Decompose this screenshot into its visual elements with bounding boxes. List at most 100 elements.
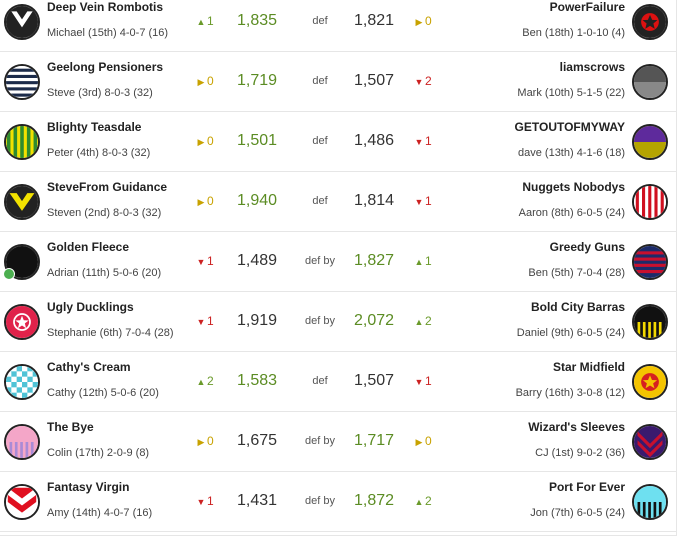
- away-coach-record: Daniel (9th) 6-0-5 (24): [516, 327, 625, 339]
- rank-change-value: 1: [425, 254, 432, 268]
- team-guernsey-icon[interactable]: [4, 4, 40, 40]
- rank-up-icon: ▲: [414, 497, 424, 507]
- rank-down-icon: ▼: [196, 497, 206, 507]
- rank-same-icon: ▶: [197, 437, 205, 447]
- home-rank-change: ▶ 0: [195, 74, 214, 88]
- away-team-name[interactable]: PowerFailure: [549, 0, 625, 14]
- home-score: 1,919: [237, 312, 278, 329]
- team-guernsey-icon[interactable]: [632, 64, 668, 100]
- home-score: 1,940: [237, 192, 278, 209]
- matchup-row[interactable]: Deep Vein Rombotis Michael (15th) 4-0-7 (…: [0, 0, 676, 52]
- away-score: 1,507: [354, 372, 395, 389]
- matchup-row[interactable]: The Bye Colin (17th) 2-0-9 (8) ▶ 0 1,675 def …: [0, 412, 676, 472]
- team-guernsey-icon[interactable]: [4, 484, 40, 520]
- rank-change-value: 1: [207, 14, 214, 28]
- away-coach-record: Aaron (8th) 6-0-5 (24): [518, 207, 625, 219]
- team-guernsey-icon[interactable]: [632, 424, 668, 460]
- matchup-row[interactable]: Blighty Teasdale Peter (4th) 8-0-3 (32) ▶ 0…: [0, 112, 676, 172]
- team-guernsey-icon[interactable]: [4, 124, 40, 160]
- away-coach-record: CJ (1st) 9-0-2 (36): [535, 447, 625, 459]
- rank-same-icon: ▶: [415, 437, 423, 447]
- home-team-name[interactable]: Golden Fleece: [47, 240, 130, 254]
- home-team-name[interactable]: Cathy's Cream: [47, 360, 131, 374]
- home-team-name[interactable]: Fantasy Virgin: [47, 480, 130, 494]
- matchup-row[interactable]: SteveFrom Guidance Steven (2nd) 8-0-3 (32…: [0, 172, 676, 232]
- home-team-name[interactable]: Geelong Pensioners: [47, 60, 164, 74]
- away-team-name[interactable]: Greedy Guns: [549, 240, 625, 254]
- home-rank-change: ▶ 0: [195, 194, 214, 208]
- result-label: def by: [305, 495, 335, 507]
- away-score: 1,827: [354, 252, 395, 269]
- team-guernsey-icon[interactable]: [632, 124, 668, 160]
- home-coach-record: Stephanie (6th) 7-0-4 (28): [47, 327, 174, 339]
- rank-change-value: 0: [207, 134, 214, 148]
- matchup-row[interactable]: Golden Fleece Adrian (11th) 5-0-6 (20) ▼ 1 1…: [0, 232, 676, 292]
- home-team-name[interactable]: Ugly Ducklings: [47, 300, 134, 314]
- away-score: 1,821: [354, 12, 395, 29]
- rank-up-icon: ▲: [196, 17, 206, 27]
- away-rank-change: ▶ 0: [413, 434, 432, 448]
- away-score: 1,814: [354, 192, 395, 209]
- result-label: def: [312, 195, 328, 207]
- rank-change-value: 0: [425, 434, 432, 448]
- away-team-name[interactable]: Star Midfield: [552, 360, 625, 374]
- team-guernsey-icon[interactable]: [4, 424, 40, 460]
- team-guernsey-icon[interactable]: [632, 484, 668, 520]
- home-score: 1,675: [237, 432, 278, 449]
- home-team-name[interactable]: Blighty Teasdale: [47, 120, 142, 134]
- matchup-list: Deep Vein Rombotis Michael (15th) 4-0-7 (…: [0, 0, 677, 536]
- away-coach-record: dave (13th) 4-1-6 (18): [518, 147, 625, 159]
- home-score: 1,489: [237, 252, 278, 269]
- result-label: def: [312, 75, 328, 87]
- rank-change-value: 0: [207, 434, 214, 448]
- away-team-name[interactable]: Port For Ever: [548, 480, 625, 494]
- away-coach-record: Barry (16th) 3-0-8 (12): [515, 387, 625, 399]
- team-guernsey-icon[interactable]: [4, 64, 40, 100]
- rank-down-icon: ▼: [196, 257, 206, 267]
- rank-down-icon: ▼: [414, 77, 424, 87]
- team-guernsey-icon[interactable]: [4, 364, 40, 400]
- away-score: 1,486: [354, 132, 395, 149]
- rank-change-value: 2: [425, 314, 432, 328]
- away-rank-change: ▼ 1: [413, 194, 432, 208]
- team-guernsey-icon[interactable]: [632, 364, 668, 400]
- away-score: 1,507: [354, 72, 395, 89]
- rank-change-value: 1: [207, 254, 214, 268]
- matchup-row[interactable]: Fantasy Virgin Amy (14th) 4-0-7 (16) ▼ 1 1,4…: [0, 472, 676, 532]
- team-guernsey-icon[interactable]: [4, 304, 40, 340]
- away-team-name[interactable]: Nuggets Nobodys: [522, 180, 625, 194]
- team-guernsey-icon[interactable]: [632, 184, 668, 220]
- home-score: 1,501: [237, 132, 278, 149]
- matchup-row[interactable]: Ugly Ducklings Stephanie (6th) 7-0-4 (28)…: [0, 292, 676, 352]
- rank-up-icon: ▲: [196, 377, 206, 387]
- home-team-name[interactable]: Deep Vein Rombotis: [47, 0, 164, 14]
- rank-up-icon: ▲: [414, 257, 424, 267]
- result-label: def: [312, 135, 328, 147]
- away-team-name[interactable]: Bold City Barras: [530, 300, 625, 314]
- away-team-name[interactable]: liamscrows: [559, 60, 625, 74]
- away-score: 2,072: [354, 312, 395, 329]
- away-team-name[interactable]: Wizard's Sleeves: [528, 420, 625, 434]
- home-score: 1,583: [237, 372, 278, 389]
- home-rank-change: ▶ 0: [195, 134, 214, 148]
- team-guernsey-icon[interactable]: [632, 304, 668, 340]
- home-team-name[interactable]: The Bye: [47, 420, 94, 434]
- rank-same-icon: ▶: [197, 137, 205, 147]
- result-label: def: [312, 375, 328, 387]
- matchup-row[interactable]: Geelong Pensioners Steve (3rd) 8-0-3 (32)…: [0, 52, 676, 112]
- rank-up-icon: ▲: [414, 317, 424, 327]
- team-guernsey-icon[interactable]: [4, 184, 40, 220]
- home-team-name[interactable]: SteveFrom Guidance: [47, 180, 168, 194]
- home-coach-record: Peter (4th) 8-0-3 (32): [47, 147, 151, 159]
- away-rank-change: ▲ 1: [413, 254, 432, 268]
- team-guernsey-icon[interactable]: [632, 244, 668, 280]
- home-coach-record: Cathy (12th) 5-0-6 (20): [47, 387, 159, 399]
- rank-same-icon: ▶: [415, 17, 423, 27]
- rank-change-value: 1: [207, 494, 214, 508]
- rank-change-value: 1: [207, 314, 214, 328]
- team-guernsey-icon[interactable]: [632, 4, 668, 40]
- matchup-row[interactable]: Cathy's Cream Cathy (12th) 5-0-6 (20) ▲ 2 1,…: [0, 352, 676, 412]
- away-rank-change: ▶ 0: [413, 14, 432, 28]
- result-label: def by: [305, 315, 335, 327]
- away-team-name[interactable]: GETOUTOFMYWAY: [514, 120, 625, 134]
